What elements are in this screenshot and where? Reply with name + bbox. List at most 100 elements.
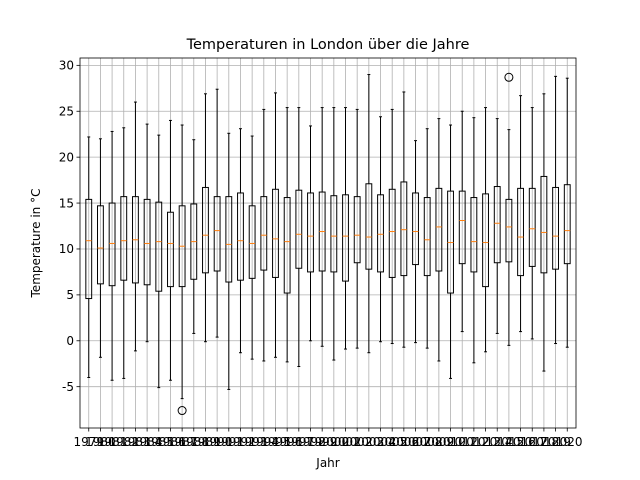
iqr-box [517, 187, 524, 277]
x-tick-label: 2003 [354, 435, 385, 449]
x-tick-label: 1987 [167, 435, 198, 449]
box-item [388, 108, 396, 345]
box-item [248, 135, 256, 360]
box-item [307, 125, 314, 342]
box-item [435, 118, 443, 362]
box-item [540, 93, 548, 372]
x-tick-label: 1991 [214, 435, 245, 449]
x-tick-label: 1986 [155, 435, 186, 449]
iqr-box [458, 190, 466, 265]
x-tick-label: 2018 [529, 435, 560, 449]
box-item [143, 123, 151, 343]
iqr-box [505, 198, 513, 263]
iqr-box [552, 186, 559, 270]
x-tick-label: 1996 [272, 435, 303, 449]
x-tick-label: 1995 [260, 435, 291, 449]
box-item [202, 93, 209, 343]
box-item [528, 107, 536, 340]
iqr-box [563, 184, 571, 265]
iqr-box [108, 202, 116, 287]
y-tick-label: -5 [62, 380, 74, 394]
iqr-box [85, 198, 93, 300]
x-tick-label: 2002 [342, 435, 373, 449]
box-item [482, 107, 489, 353]
y-tick-label: 25 [59, 104, 74, 118]
y-tick-label: 20 [59, 150, 74, 164]
box-item [423, 128, 431, 349]
iqr-box [225, 196, 233, 283]
iqr-box [400, 181, 408, 277]
box-item [97, 138, 104, 358]
x-tick-label: 1980 [85, 435, 116, 449]
y-tick-label: 30 [59, 59, 74, 73]
box-item [237, 128, 244, 354]
x-tick-label: 1999 [307, 435, 338, 449]
box-item [470, 117, 478, 364]
x-tick-label: 1982 [108, 435, 139, 449]
iqr-box [213, 196, 221, 272]
x-tick-label: 1989 [190, 435, 221, 449]
box-item [272, 92, 279, 358]
iqr-box [412, 192, 419, 266]
x-tick-label: 1981 [97, 435, 128, 449]
x-tick-label: 1984 [132, 435, 163, 449]
x-tick-label: 2014 [482, 435, 513, 449]
iqr-box [307, 192, 314, 273]
box-item [120, 127, 128, 379]
iqr-box [202, 186, 209, 274]
iqr-box [470, 197, 478, 273]
x-tick-label: 1979 [73, 435, 104, 449]
box-item [85, 136, 93, 379]
iqr-box [353, 196, 361, 264]
x-tick-label: 2005 [377, 435, 408, 449]
boxes [85, 72, 571, 416]
x-tick-label: 1992 [225, 435, 256, 449]
x-tick-label: 2008 [412, 435, 443, 449]
box-item [517, 95, 524, 333]
iqr-box [155, 201, 163, 292]
box-item [353, 108, 361, 349]
x-tick-label: 2010 [435, 435, 466, 449]
x-tick-label: 1997 [284, 435, 315, 449]
y-tick-label: 0 [66, 334, 74, 348]
box-item [377, 116, 384, 343]
box-item [330, 107, 338, 361]
iqr-box [540, 175, 548, 274]
iqr-box [342, 194, 349, 282]
x-tick-label: 1990 [202, 435, 233, 449]
box-item [132, 101, 139, 352]
x-tick-label: 2019 [540, 435, 571, 449]
outlier-point [177, 406, 187, 416]
box-item [412, 140, 419, 344]
x-tick-label: 1993 [237, 435, 268, 449]
chart-title: Temperaturen in London über die Jahre [186, 37, 470, 53]
iqr-box [528, 187, 536, 267]
iqr-box [283, 197, 291, 294]
iqr-box [365, 183, 373, 270]
box-item [225, 132, 233, 390]
x-tick-label: 1985 [144, 435, 175, 449]
x-tick-label: 2016 [505, 435, 536, 449]
box-item [504, 72, 514, 346]
box-item [365, 74, 373, 354]
iqr-box [377, 194, 384, 273]
iqr-box [493, 186, 501, 264]
iqr-box [248, 205, 256, 279]
iqr-box [143, 198, 151, 286]
x-axis-label: Jahr [315, 456, 339, 470]
box-item [167, 119, 174, 381]
box-item [108, 130, 116, 381]
box-item [552, 75, 559, 345]
x-tick-label: 2013 [470, 435, 501, 449]
x-tick-label: 1988 [179, 435, 210, 449]
x-tick-label: 2020 [552, 435, 583, 449]
box-item [155, 134, 163, 389]
x-tick-label: 2000 [319, 435, 350, 449]
iqr-box [120, 196, 128, 281]
outlier-point [504, 72, 514, 82]
iqr-box [272, 188, 279, 278]
x-tick-label: 2001 [330, 435, 361, 449]
y-ticks: -5 0 5 10 15 20 25 30 [59, 59, 80, 394]
box-item [318, 107, 326, 347]
